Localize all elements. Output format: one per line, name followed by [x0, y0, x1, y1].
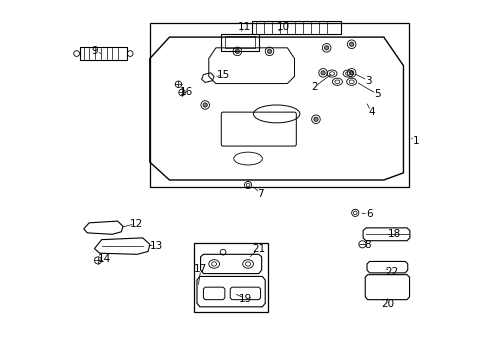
Bar [251, 21, 340, 34]
Text: 9: 9 [92, 46, 98, 56]
Text: 18: 18 [387, 229, 400, 239]
Text: 6: 6 [366, 209, 372, 219]
Text: 8: 8 [364, 240, 370, 250]
Bar [194, 243, 267, 312]
Bar [224, 36, 255, 48]
Text: 10: 10 [277, 22, 290, 32]
Text: 19: 19 [239, 294, 252, 303]
Text: 4: 4 [367, 107, 374, 117]
Text: 7: 7 [257, 189, 264, 199]
Text: 22: 22 [384, 267, 398, 277]
Text: 2: 2 [310, 82, 317, 92]
Text: 16: 16 [180, 87, 193, 98]
Text: 1: 1 [412, 136, 418, 146]
Text: 17: 17 [194, 264, 207, 274]
Text: 5: 5 [373, 89, 380, 99]
Text: 21: 21 [252, 244, 265, 253]
Text: 11: 11 [237, 22, 251, 32]
Text: 3: 3 [365, 76, 371, 86]
Ellipse shape [267, 49, 271, 54]
Text: 20: 20 [381, 299, 394, 309]
Ellipse shape [320, 71, 325, 75]
Ellipse shape [313, 117, 317, 121]
Bar [80, 47, 126, 60]
Text: 14: 14 [98, 254, 111, 264]
Ellipse shape [349, 71, 353, 75]
Bar [149, 23, 408, 187]
Ellipse shape [235, 49, 239, 54]
Ellipse shape [203, 103, 207, 107]
Ellipse shape [349, 42, 353, 46]
Text: 13: 13 [149, 241, 163, 251]
Ellipse shape [324, 46, 328, 50]
Text: 12: 12 [129, 219, 142, 229]
Bar [221, 33, 258, 51]
Text: 15: 15 [217, 69, 230, 80]
